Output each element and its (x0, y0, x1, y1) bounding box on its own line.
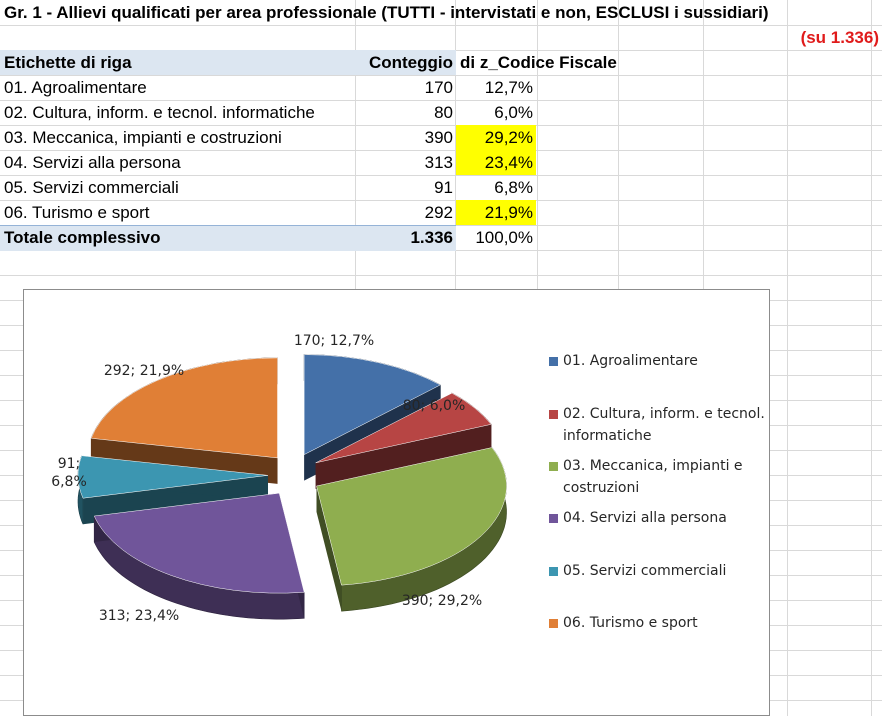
legend-swatch (549, 410, 558, 419)
legend-swatch (549, 619, 558, 628)
legend-swatch (549, 462, 558, 471)
data-label: 80; 6,0% (403, 398, 466, 414)
data-label: 292; 21,9% (104, 363, 184, 379)
legend-label: 01. Agroalimentare (563, 353, 698, 369)
row-label: 02. Cultura, inform. e tecnol. informati… (4, 103, 315, 122)
row-pct: 6,8% (494, 178, 533, 197)
data-label: 170; 12,7% (294, 333, 374, 349)
pie-slice[interactable] (316, 447, 507, 586)
data-label: 91; 6,8% (51, 456, 87, 490)
row-pct: 6,0% (494, 103, 533, 122)
row-count: 170 (424, 78, 453, 97)
pie-slice[interactable] (315, 392, 492, 464)
row-count: 313 (424, 153, 453, 172)
pivot-row: 02. Cultura, inform. e tecnol. informati… (0, 100, 640, 125)
row-label: 01. Agroalimentare (4, 78, 147, 97)
row-count: 80 (434, 103, 453, 122)
pivot-row: 04. Servizi alla persona 313 23,4% (0, 150, 640, 175)
sheet-subtitle: (su 1.336) (800, 28, 879, 47)
total-count: 1.336 (410, 228, 453, 247)
row-label: 03. Meccanica, impianti e costruzioni (4, 128, 282, 147)
row-pct: 12,7% (484, 78, 533, 97)
pie-slice[interactable] (93, 492, 305, 594)
row-label: 05. Servizi commerciali (4, 178, 179, 197)
legend-label: 06. Turismo e sport (563, 615, 698, 631)
total-pct: 100,0% (475, 228, 533, 247)
header-count: Conteggio (368, 53, 453, 72)
pivot-row: 01. Agroalimentare 170 12,7% (0, 75, 640, 100)
header-row-labels[interactable]: Etichette di riga (4, 53, 132, 72)
row-count: 292 (424, 203, 453, 222)
pivot-row: 03. Meccanica, impianti e costruzioni 390… (0, 125, 640, 150)
pie-slice[interactable] (303, 354, 441, 456)
data-label: 390; 29,2% (402, 593, 482, 609)
pie-slice-edge (316, 486, 342, 612)
data-label: 313; 23,4% (99, 608, 179, 624)
header-field: di z_Codice Fiscale (460, 53, 617, 72)
total-label: Totale complessivo (4, 228, 161, 247)
legend-label: 05. Servizi commerciali (563, 563, 727, 579)
legend-swatch (549, 567, 558, 576)
legend-label: 04. Servizi alla persona (563, 510, 727, 526)
pie-slice[interactable] (90, 357, 278, 459)
legend-label: 03. Meccanica, impianti e costruzioni (563, 458, 743, 496)
row-pct: 29,2% (456, 125, 536, 150)
row-count: 91 (434, 178, 453, 197)
legend-label: 02. Cultura, inform. e tecnol. informati… (563, 406, 765, 444)
pie-slice-edge (315, 424, 492, 489)
pivot-row: 06. Turismo e sport 292 21,9% (0, 200, 640, 225)
legend-swatch (549, 357, 558, 366)
row-pct: 23,4% (456, 150, 536, 175)
row-count: 390 (424, 128, 453, 147)
row-label: 04. Servizi alla persona (4, 153, 181, 172)
pie-chart[interactable]: 170; 12,7% 80; 6,0% 390; 29,2% 313; 23,4% 91… (23, 289, 770, 716)
sheet-title: Gr. 1 - Allievi qualificati per area pro… (4, 3, 769, 22)
row-pct: 21,9% (456, 200, 536, 225)
pie-slice[interactable] (77, 455, 269, 499)
pivot-row: 05. Servizi commerciali 91 6,8% (0, 175, 640, 200)
pivot-total-row: Totale complessivo 1.336 100,0% (0, 225, 640, 251)
row-label: 06. Turismo e sport (4, 203, 150, 222)
pivot-header-row: Etichette di riga Conteggio di z_Codice … (0, 50, 640, 75)
pie-chart-canvas: 170; 12,7% 80; 6,0% 390; 29,2% 313; 23,4% 91… (51, 333, 507, 624)
legend-swatch (549, 514, 558, 523)
